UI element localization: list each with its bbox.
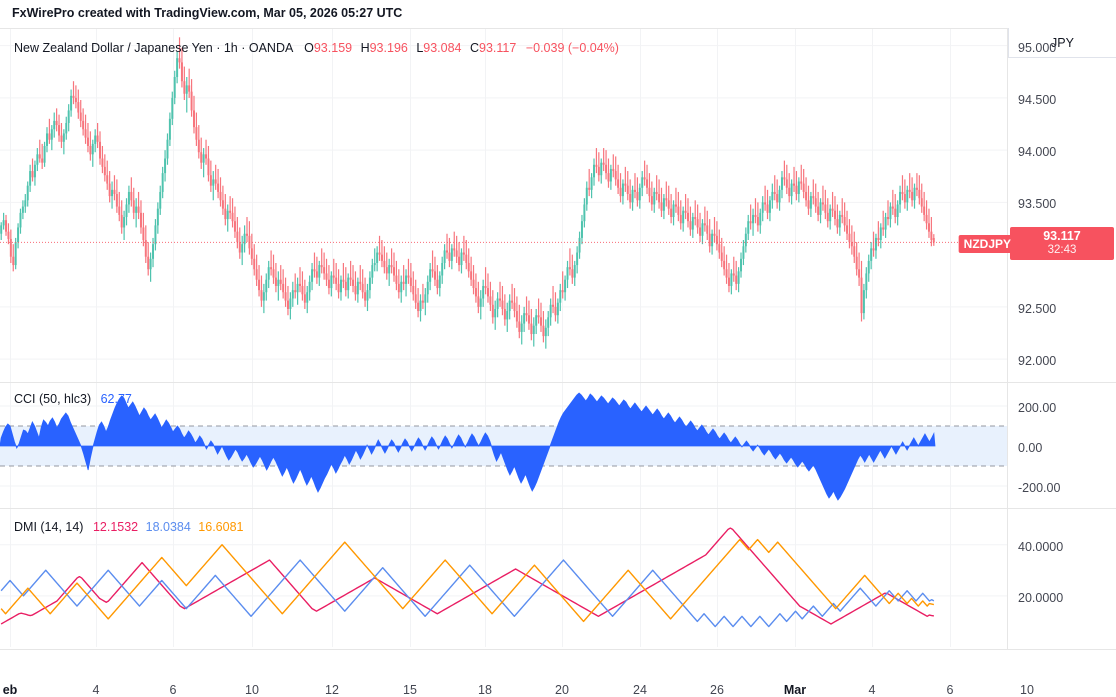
legend-change: −0.039 (−0.04%) [525, 41, 619, 55]
time-axis-label: 10 [245, 683, 259, 697]
header-separator [0, 28, 1116, 29]
time-axis-label: 6 [946, 683, 954, 697]
price-axis-label: 94.000 [1018, 145, 1057, 160]
chart-frame[interactable]: New Zealand Dollar / Japanese Yen · 1h ·… [0, 28, 1116, 697]
time-axis-label: 24 [633, 683, 647, 697]
legend-dmi-title[interactable]: DMI (14, 14) [14, 520, 84, 534]
chart-canvas[interactable] [0, 28, 1007, 649]
legend-open-key: O [304, 41, 314, 55]
last-price-value: 93.117 [1043, 229, 1081, 244]
legend-symbol[interactable]: New Zealand Dollar / Japanese Yen [14, 41, 213, 55]
price-axis-label: 92.500 [1018, 301, 1057, 316]
legend-dmi-di-plus: 18.0384 [145, 520, 191, 534]
legend-dmi-di-minus: 16.6081 [198, 520, 244, 534]
time-axis-separator [0, 649, 1116, 650]
symbol-price-tag[interactable]: NZDJPY [958, 235, 1016, 254]
legend-price[interactable]: New Zealand Dollar / Japanese Yen · 1h ·… [14, 41, 619, 55]
time-axis-label: 26 [710, 683, 724, 697]
legend-dmi-adx: 12.1532 [92, 520, 139, 534]
legend-cci[interactable]: CCI (50, hlc3) 62.77 [14, 392, 132, 406]
last-price-tag[interactable]: 93.117 32:43 [1010, 227, 1114, 261]
legend-exchange: OANDA [248, 41, 293, 55]
legend-interval[interactable]: 1h [223, 41, 238, 55]
legend-dmi[interactable]: DMI (14, 14) 12.1532 18.0384 16.6081 [14, 520, 243, 534]
price-axis-label: 94.500 [1018, 92, 1057, 107]
currency-label: JPY [1051, 35, 1074, 50]
time-axis-label: 4 [92, 683, 100, 697]
cci-axis-label: 0.00 [1018, 441, 1043, 455]
dmi-axis-label: 20.0000 [1018, 590, 1064, 605]
legend-low-value: 93.084 [423, 41, 462, 55]
time-axis-label: 18 [478, 683, 492, 697]
attribution-text: FxWirePro created with TradingView.com, … [12, 6, 403, 20]
time-axis-label: eb [2, 683, 18, 697]
legend-open-value: 93.159 [313, 41, 353, 55]
time-axis-label: 15 [403, 683, 417, 697]
legend-cci-title[interactable]: CCI (50, hlc3) [14, 392, 92, 406]
price-axis[interactable]: JPY 95.000 94.500 94.000 93.500 92.500 92.000… [1008, 28, 1116, 677]
time-axis-label: 4 [868, 683, 876, 697]
legend-high-value: 93.196 [369, 41, 408, 55]
cci-axis-label: 200.00 [1018, 401, 1057, 415]
pane-separator-dmi [0, 508, 1116, 509]
cci-series[interactable] [0, 392, 936, 501]
legend-high-key: H [360, 41, 370, 55]
legend-sep-2: · [237, 41, 249, 55]
time-axis-label: 20 [555, 683, 569, 697]
price-axis-label: 92.000 [1018, 354, 1057, 369]
pane-separator-cci [0, 382, 1116, 383]
legend-close-key: C [470, 41, 480, 55]
time-axis-label: Mar [783, 683, 807, 697]
currency-box[interactable]: JPY [1008, 28, 1116, 58]
grid-lines [0, 28, 1007, 647]
legend-low-key: L [416, 41, 424, 55]
bar-countdown: 32:43 [1047, 244, 1077, 257]
time-axis-label: 6 [169, 683, 177, 697]
legend-sep-1: · [212, 41, 224, 55]
price-axis-label: 93.500 [1018, 197, 1057, 212]
time-axis-label: 12 [325, 683, 339, 697]
cci-axis-label: -200.00 [1018, 481, 1061, 495]
dmi-series[interactable] [0, 527, 935, 628]
legend-cci-value: 62.77 [100, 392, 132, 406]
candlestick-series[interactable] [0, 37, 935, 349]
price-axis-separator [1007, 28, 1008, 649]
legend-close-value: 93.117 [479, 41, 517, 55]
time-axis-label: 10 [1020, 683, 1034, 697]
dmi-axis-label: 40.0000 [1018, 539, 1064, 554]
price-axis-label: 95.000 [1018, 40, 1057, 55]
